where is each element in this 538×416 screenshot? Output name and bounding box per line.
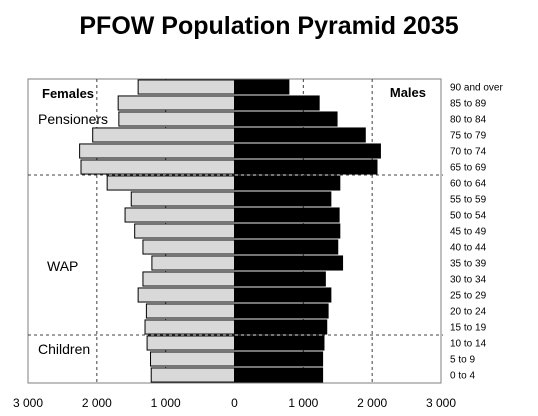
x-tick-label: 2 000	[357, 396, 387, 410]
legend-males: Males	[390, 85, 426, 100]
age-group-label: 75 to 79	[450, 131, 487, 142]
bar-female	[137, 287, 235, 303]
age-group-label: 70 to 74	[450, 147, 487, 158]
bar-female	[124, 207, 235, 223]
age-group-label: 40 to 44	[450, 243, 487, 254]
age-group-label: 5 to 9	[450, 355, 475, 366]
age-group-label: 60 to 64	[450, 179, 487, 190]
bar-female	[130, 191, 235, 207]
bar-female	[92, 127, 235, 143]
bar-female	[150, 351, 235, 367]
bar-female	[142, 239, 235, 255]
legend-females: Females	[42, 86, 94, 101]
bar-female	[142, 271, 235, 287]
bar-male	[234, 303, 329, 319]
age-group-label: 10 to 14	[450, 339, 487, 350]
x-tick-label: 3 000	[13, 396, 43, 410]
age-group-label: 80 to 84	[450, 115, 487, 126]
bar-male	[234, 79, 290, 95]
bar-male	[234, 159, 378, 175]
bar-male	[234, 351, 324, 367]
x-tick-label: 3 000	[426, 396, 456, 410]
age-group-label: 55 to 59	[450, 195, 487, 206]
x-tick-label: 0	[231, 396, 238, 410]
group-label: Pensioners	[38, 111, 108, 127]
x-tick-label: 1 000	[288, 396, 318, 410]
age-group-label: 85 to 89	[450, 99, 487, 110]
age-group-label: 30 to 34	[450, 275, 487, 286]
age-group-label: 20 to 24	[450, 307, 487, 318]
group-label: WAP	[47, 258, 78, 274]
age-group-label: 15 to 19	[450, 323, 487, 334]
bar-male	[234, 127, 366, 143]
bar-male	[234, 95, 320, 111]
bar-male	[234, 207, 340, 223]
group-label: Children	[38, 341, 90, 357]
bar-male	[234, 335, 325, 351]
bar-female	[146, 335, 235, 351]
x-tick-label: 2 000	[82, 396, 112, 410]
bar-male	[234, 271, 326, 287]
bar-male	[234, 175, 341, 191]
bar-female	[106, 175, 235, 191]
bar-female	[145, 303, 235, 319]
bar-male	[234, 319, 328, 335]
bar-male	[234, 239, 339, 255]
age-group-label: 35 to 39	[450, 259, 487, 270]
bar-female	[134, 223, 235, 239]
bar-female	[79, 143, 235, 159]
plot-area	[27, 78, 442, 384]
bar-female	[137, 79, 235, 95]
chart-title: PFOW Population Pyramid 2035	[79, 12, 459, 40]
bar-male	[234, 255, 344, 271]
bar-male	[234, 223, 341, 239]
bar-female	[118, 111, 235, 127]
age-group-label: 90 and over	[450, 83, 503, 94]
bar-female	[80, 159, 235, 175]
bar-male	[234, 143, 381, 159]
x-tick-label: 1 000	[151, 396, 181, 410]
age-group-label: 25 to 29	[450, 291, 487, 302]
age-group-label: 65 to 69	[450, 163, 487, 174]
bar-female	[150, 367, 235, 383]
age-group-label: 0 to 4	[450, 371, 475, 382]
bar-male	[234, 287, 332, 303]
bar-female	[117, 95, 235, 111]
age-group-label: 45 to 49	[450, 227, 487, 238]
bar-female	[151, 255, 235, 271]
bar-male	[234, 367, 324, 383]
bar-female	[144, 319, 235, 335]
bar-male	[234, 191, 332, 207]
bar-male	[234, 111, 338, 127]
age-group-label: 50 to 54	[450, 211, 487, 222]
